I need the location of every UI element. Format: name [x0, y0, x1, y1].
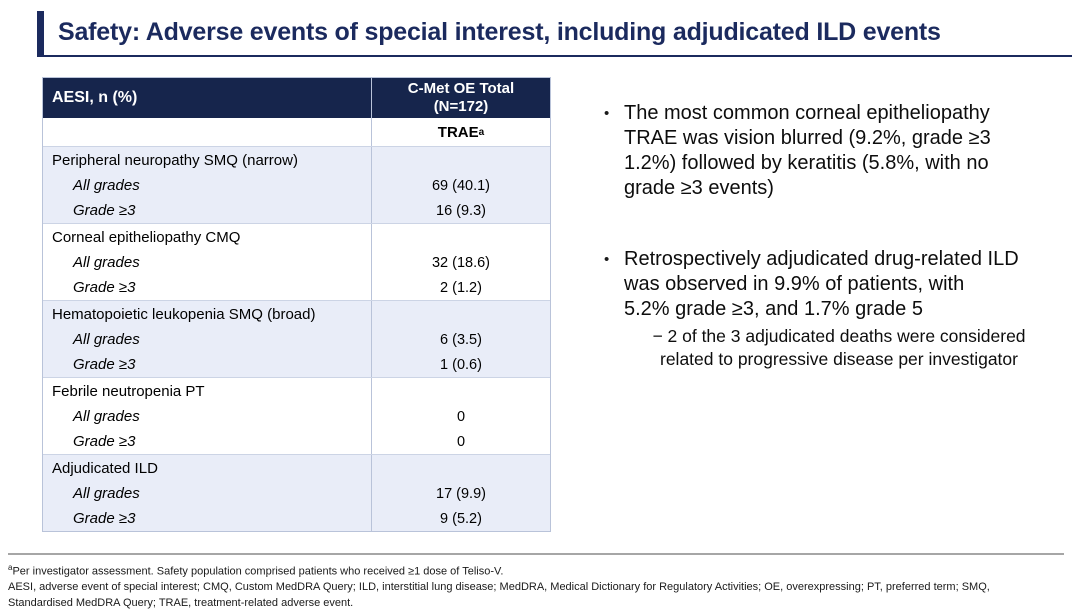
table-row: All grades 69 (40.1): [43, 173, 550, 198]
grade-ge3-label: Grade ≥3: [73, 433, 136, 450]
all-grades-label: All grades: [73, 331, 140, 348]
all-grades-label: All grades: [73, 408, 140, 425]
subheader-trae-cell: TRAE a: [371, 118, 550, 146]
column-header-cmet-oe-total: C-Met OE Total (N=172): [371, 78, 550, 118]
table-row: All grades 0: [43, 404, 550, 429]
all-grades-label: All grades: [73, 177, 140, 194]
table-row: Grade ≥3 0: [43, 429, 550, 454]
table-header-row: AESI, n (%) C-Met OE Total (N=172): [43, 78, 550, 118]
aesi-category-label: Febrile neutropenia PT: [52, 382, 205, 400]
table-group-peripheral-neuropathy: Peripheral neuropathy SMQ (narrow) All g…: [43, 146, 550, 223]
footnotes: aPer investigator assessment. Safety pop…: [8, 560, 1072, 611]
table-group-febrile-neutropenia: Febrile neutropenia PT All grades 0 Grad…: [43, 377, 550, 454]
grade-ge3-value: 1 (0.6): [371, 352, 550, 377]
grade-ge3-label: Grade ≥3: [73, 356, 136, 373]
grade-ge3-label: Grade ≥3: [73, 279, 136, 296]
bullet-marker: •: [604, 105, 610, 122]
bullet-marker: •: [604, 251, 610, 268]
empty-value-cell: [371, 147, 550, 173]
table-row: Grade ≥3 16 (9.3): [43, 198, 550, 223]
title-accent-bar: [37, 11, 44, 57]
key-findings-list: • The most common corneal epitheliopathy…: [600, 101, 1072, 371]
table-row: Adjudicated ILD: [43, 455, 550, 481]
empty-value-cell: [371, 378, 550, 404]
all-grades-value: 69 (40.1): [371, 173, 550, 198]
page-title: Safety: Adverse events of special intere…: [58, 18, 941, 46]
footnote-investigator-assessment: aPer investigator assessment. Safety pop…: [8, 560, 1072, 580]
footnote-abbreviations: AESI, adverse event of special interest;…: [8, 581, 990, 609]
grade-ge3-value: 0: [371, 429, 550, 454]
table-group-adjudicated-ild: Adjudicated ILD All grades 17 (9.9) Grad…: [43, 454, 550, 531]
bullet-text: The most common corneal epitheliopathy T…: [624, 102, 991, 199]
all-grades-value: 17 (9.9): [371, 481, 550, 506]
title-underline: [37, 55, 1072, 57]
table-row: All grades 17 (9.9): [43, 481, 550, 506]
column-header-aesi: AESI, n (%): [52, 89, 138, 106]
empty-value-cell: [371, 301, 550, 327]
aesi-category-label: Adjudicated ILD: [52, 459, 158, 477]
empty-value-cell: [371, 224, 550, 250]
all-grades-label: All grades: [73, 485, 140, 502]
aesi-table: AESI, n (%) C-Met OE Total (N=172) TRAE a…: [42, 77, 551, 532]
table-row: Hematopoietic leukopenia SMQ (broad): [43, 301, 550, 327]
table-row: Grade ≥3 1 (0.6): [43, 352, 550, 377]
grade-ge3-value: 16 (9.3): [371, 198, 550, 223]
footnote-marker: a: [8, 563, 13, 572]
table-row: Grade ≥3 9 (5.2): [43, 506, 550, 531]
aesi-category-label: Hematopoietic leukopenia SMQ (broad): [52, 305, 316, 323]
aesi-category-label: Corneal epitheliopathy CMQ: [52, 228, 241, 246]
bullet-text: Retrospectively adjudicated drug-related…: [624, 248, 1019, 320]
table-group-hematopoietic-leukopenia: Hematopoietic leukopenia SMQ (broad) All…: [43, 300, 550, 377]
sub-bullet-adjudicated-deaths: − 2 of the 3 adjudicated deaths were con…: [652, 326, 1026, 369]
grade-ge3-label: Grade ≥3: [73, 202, 136, 219]
table-row: Peripheral neuropathy SMQ (narrow): [43, 147, 550, 173]
all-grades-label: All grades: [73, 254, 140, 271]
footnote-divider: [8, 553, 1064, 555]
grade-ge3-value: 2 (1.2): [371, 275, 550, 300]
grade-ge3-label: Grade ≥3: [73, 510, 136, 527]
empty-value-cell: [371, 455, 550, 481]
table-group-corneal-epitheliopathy: Corneal epitheliopathy CMQ All grades 32…: [43, 223, 550, 300]
grade-ge3-value: 9 (5.2): [371, 506, 550, 531]
table-row: Grade ≥3 2 (1.2): [43, 275, 550, 300]
trae-label: TRAE: [437, 123, 479, 141]
table-row: All grades 32 (18.6): [43, 250, 550, 275]
table-subheader-row: TRAE a: [43, 118, 550, 146]
all-grades-value: 6 (3.5): [371, 327, 550, 352]
bullet-corneal-epitheliopathy: • The most common corneal epitheliopathy…: [600, 101, 1072, 201]
aesi-category-label: Peripheral neuropathy SMQ (narrow): [52, 151, 298, 169]
all-grades-value: 32 (18.6): [371, 250, 550, 275]
footnote-text: Per investigator assessment. Safety popu…: [12, 565, 504, 578]
table-row: Febrile neutropenia PT: [43, 378, 550, 404]
all-grades-value: 0: [371, 404, 550, 429]
table-row: Corneal epitheliopathy CMQ: [43, 224, 550, 250]
bullet-adjudicated-ild: • Retrospectively adjudicated drug-relat…: [600, 247, 1072, 322]
table-row: All grades 6 (3.5): [43, 327, 550, 352]
trae-footnote-marker: a: [478, 126, 485, 138]
